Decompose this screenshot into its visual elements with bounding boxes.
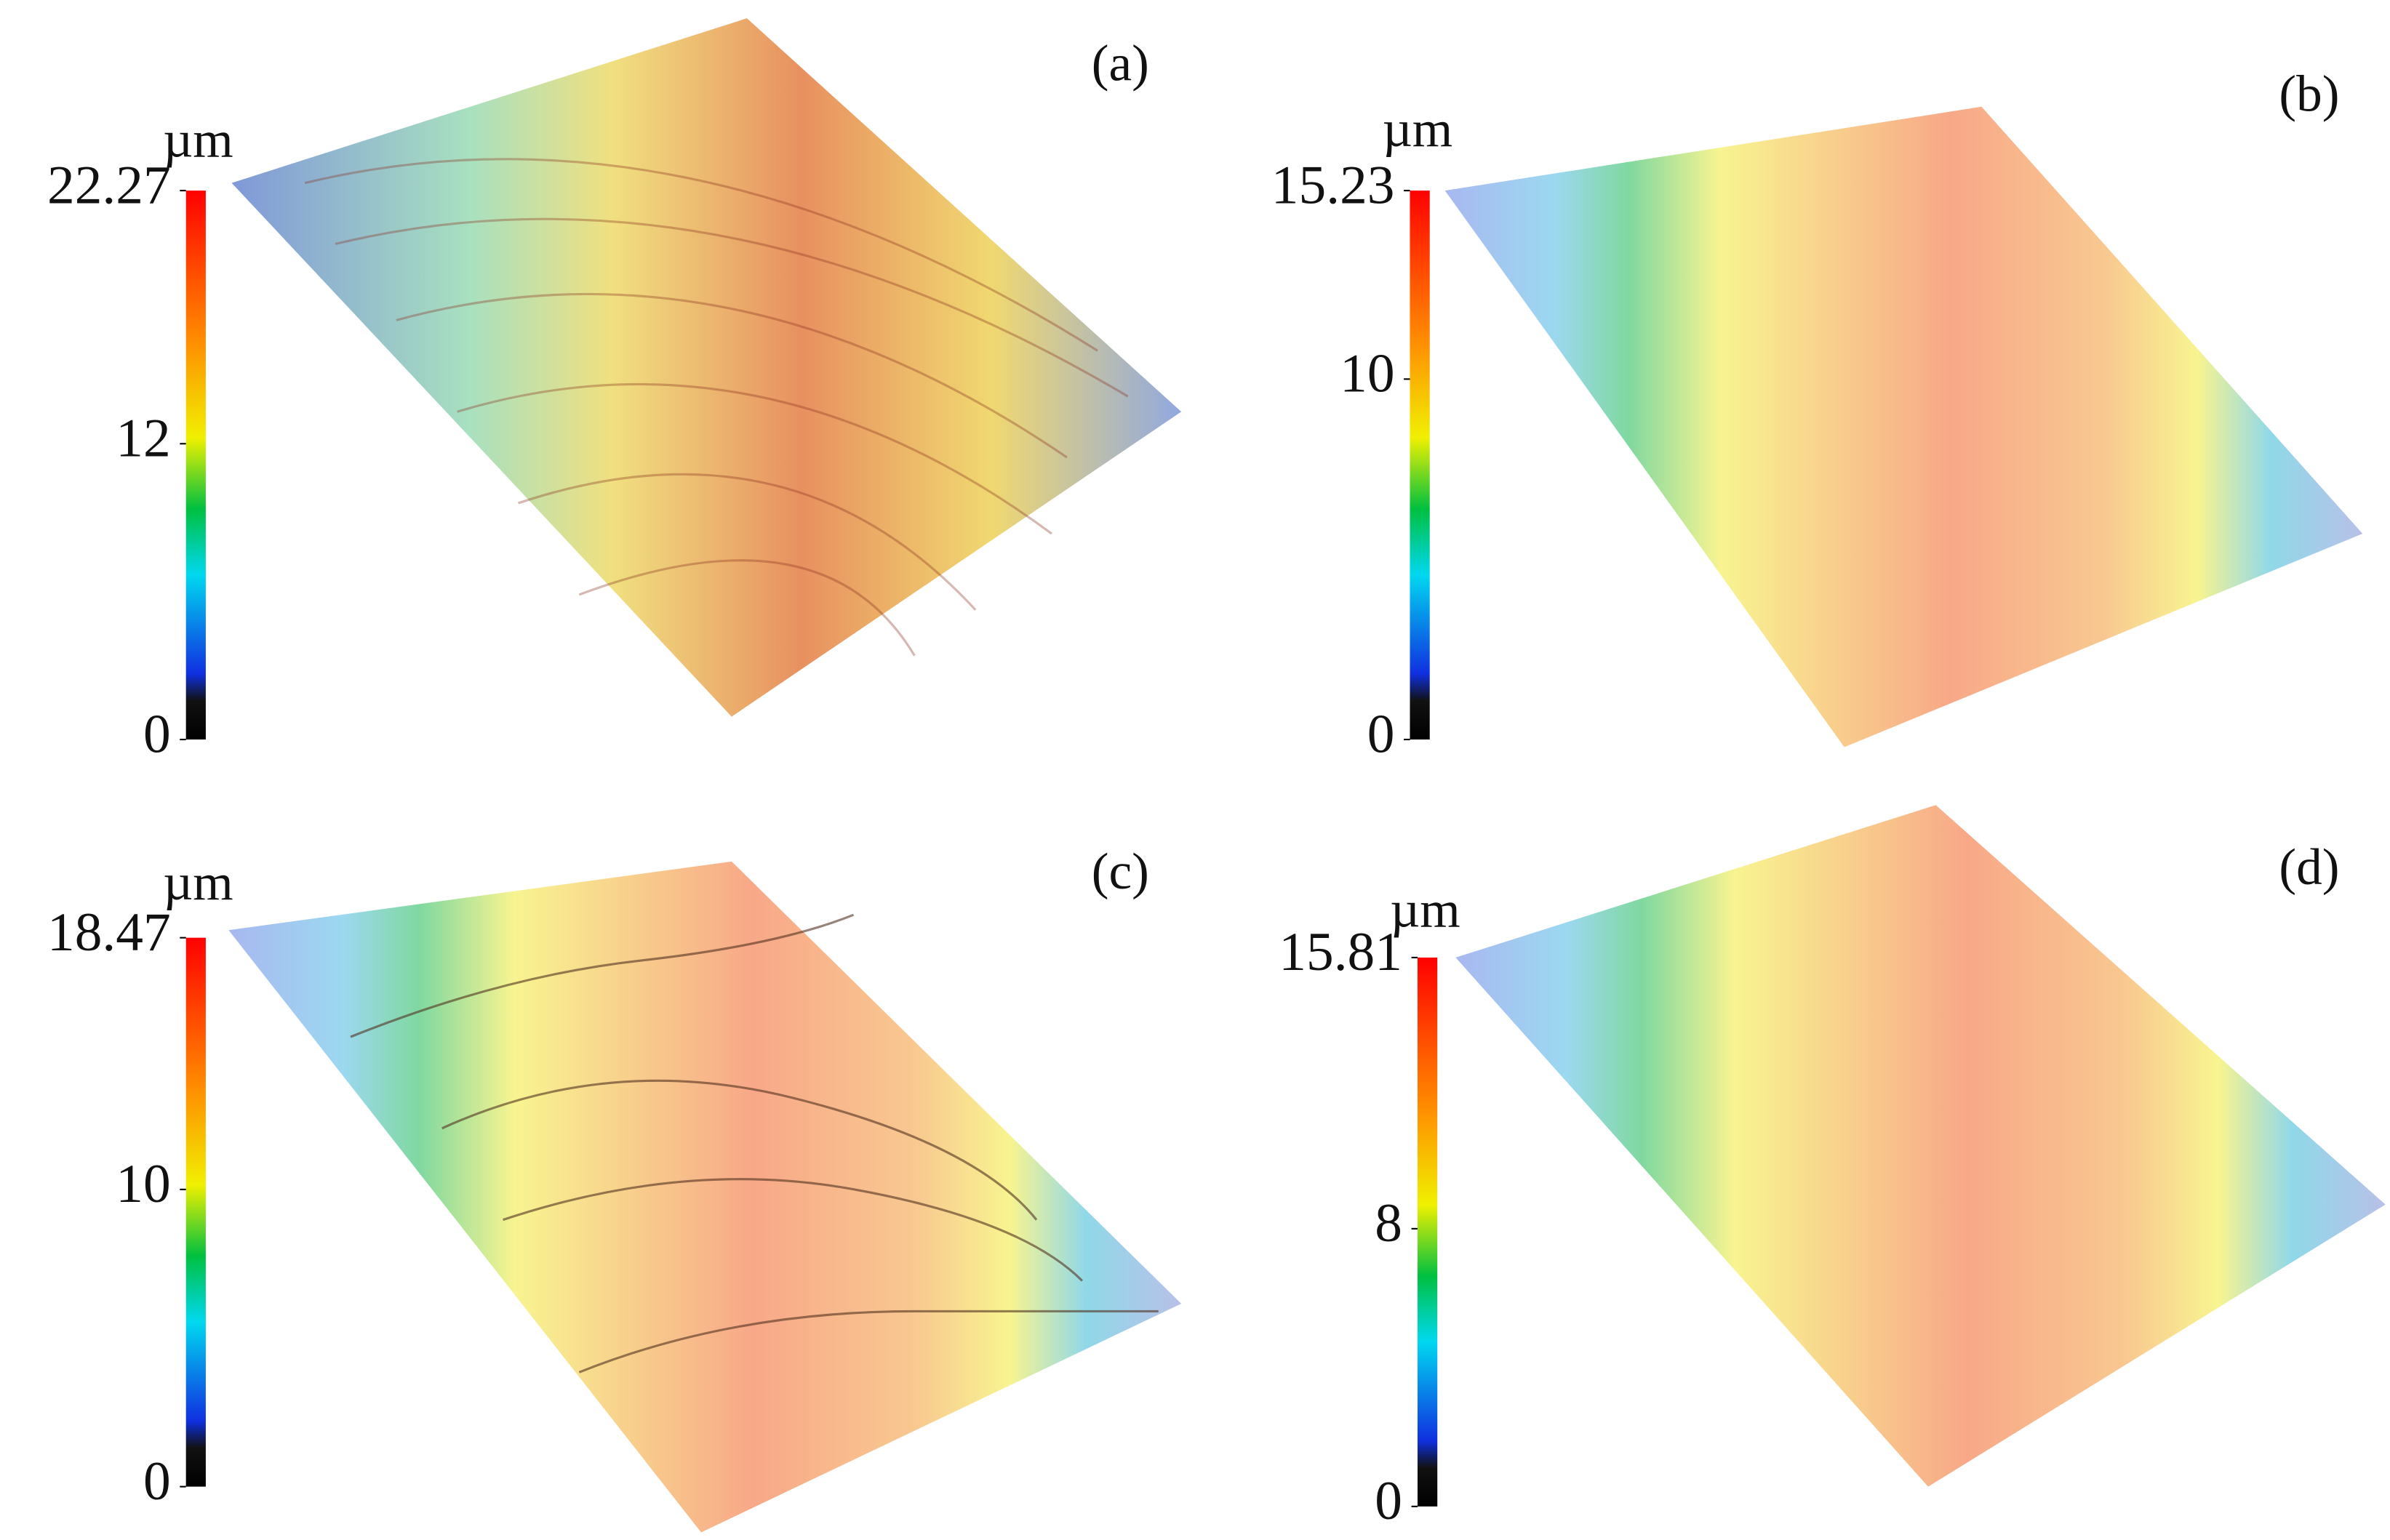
colorbar: [185, 191, 206, 740]
tick-label: 15.81: [1279, 922, 1402, 982]
tick-label: 22.27: [47, 155, 171, 215]
colorbar: [185, 937, 206, 1487]
tick-label: 8: [1375, 1193, 1402, 1254]
panel-label: (b): [2279, 65, 2339, 123]
tick-label: 10: [116, 1154, 170, 1214]
colorbar: [1410, 191, 1430, 740]
panel-label: (d): [2279, 838, 2339, 896]
colorbar-unit: µm: [163, 111, 233, 169]
panel-label: (c): [1092, 843, 1149, 900]
colorbar: [1417, 957, 1438, 1507]
tick-label: 10: [1340, 344, 1394, 404]
surface-b: [1444, 106, 2363, 747]
colorbar-unit: µm: [163, 854, 233, 911]
tick-label: 0: [1375, 1471, 1402, 1531]
panel-label: (a): [1092, 35, 1149, 92]
colorbar-unit: µm: [1383, 100, 1452, 158]
tick-label: 0: [1367, 704, 1395, 764]
tick-label: 15.23: [1271, 155, 1395, 215]
tick-label: 0: [143, 704, 171, 764]
surface-c: [228, 861, 1182, 1533]
colorbar-unit: µm: [1390, 881, 1460, 939]
tick-label: 0: [143, 1451, 171, 1512]
tick-label: 18.47: [47, 902, 171, 963]
surface-a: [231, 18, 1182, 717]
surface-d: [1455, 805, 2386, 1487]
tick-label: 12: [116, 409, 170, 469]
